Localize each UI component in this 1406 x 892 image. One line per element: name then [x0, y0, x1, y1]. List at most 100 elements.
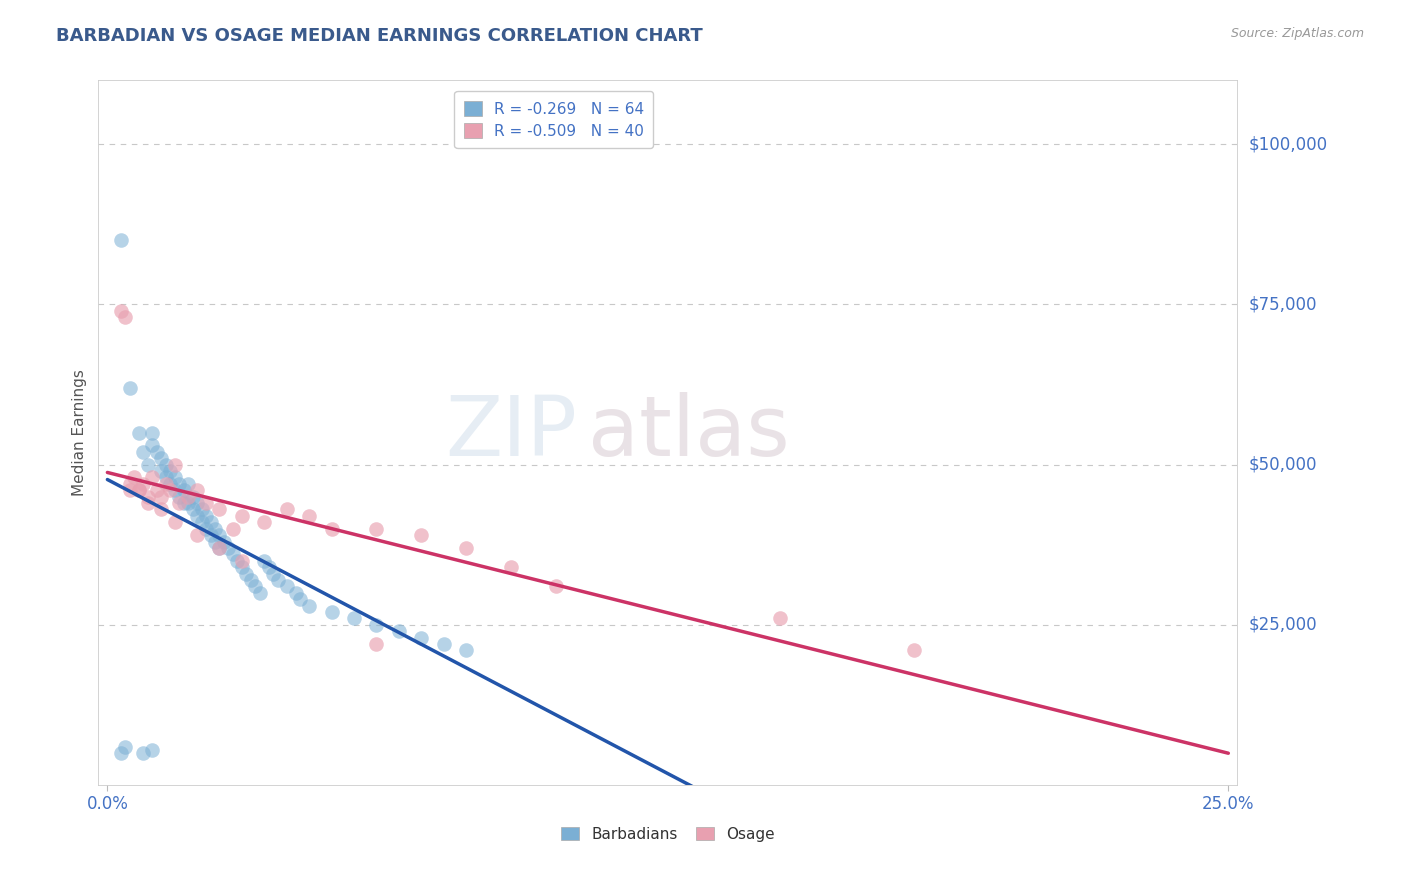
Point [124, 470, 146, 484]
Text: $75,000: $75,000 [1249, 295, 1317, 313]
Text: BARBADIAN VS OSAGE MEDIAN EARNINGS CORRELATION CHART: BARBADIAN VS OSAGE MEDIAN EARNINGS CORRE… [56, 27, 703, 45]
Point [186, 508, 208, 523]
Point [118, 381, 141, 395]
Point [132, 746, 155, 760]
Point [181, 502, 204, 516]
Point [173, 483, 195, 498]
Point [321, 605, 343, 619]
Point [366, 522, 388, 536]
Point [155, 470, 177, 484]
Point [177, 490, 200, 504]
Point [433, 637, 456, 651]
Point [454, 643, 477, 657]
Point [195, 522, 218, 536]
Text: $50,000: $50,000 [1249, 456, 1317, 474]
Point [159, 483, 181, 498]
Point [136, 496, 159, 510]
Point [208, 528, 231, 542]
Point [190, 516, 212, 530]
Point [163, 470, 186, 484]
Point [118, 476, 141, 491]
Point [155, 458, 177, 472]
Point [110, 304, 132, 318]
Point [195, 496, 218, 510]
Point [222, 547, 245, 561]
Point [114, 310, 136, 325]
Point [253, 516, 276, 530]
Legend: Barbadians, Osage: Barbadians, Osage [554, 821, 782, 847]
Text: Source: ZipAtlas.com: Source: ZipAtlas.com [1230, 27, 1364, 40]
Point [298, 508, 321, 523]
Point [145, 445, 167, 459]
Point [110, 746, 132, 760]
Point [217, 541, 239, 555]
Point [267, 573, 290, 587]
Point [222, 522, 245, 536]
Point [544, 579, 567, 593]
Point [411, 528, 433, 542]
Point [208, 541, 231, 555]
Point [145, 483, 167, 498]
Point [231, 508, 253, 523]
Point [110, 234, 132, 248]
Point [235, 566, 257, 581]
Point [136, 490, 159, 504]
Point [200, 528, 222, 542]
Point [177, 496, 200, 510]
Point [163, 458, 186, 472]
Point [298, 599, 321, 613]
Point [150, 464, 173, 478]
Point [499, 560, 522, 574]
Point [257, 560, 280, 574]
Point [231, 554, 253, 568]
Point [366, 617, 388, 632]
Point [118, 483, 141, 498]
Point [290, 592, 312, 607]
Point [173, 496, 195, 510]
Point [204, 534, 226, 549]
Point [141, 470, 163, 484]
Point [454, 541, 477, 555]
Point [249, 586, 271, 600]
Point [186, 528, 208, 542]
Point [155, 476, 177, 491]
Point [190, 502, 212, 516]
Point [141, 425, 163, 440]
Point [150, 451, 173, 466]
Point [167, 490, 190, 504]
Point [159, 476, 181, 491]
Point [245, 579, 267, 593]
Point [366, 637, 388, 651]
Point [167, 476, 190, 491]
Point [226, 554, 249, 568]
Point [276, 579, 298, 593]
Point [195, 508, 218, 523]
Point [163, 516, 186, 530]
Point [253, 554, 276, 568]
Point [212, 534, 235, 549]
Point [388, 624, 411, 639]
Point [186, 496, 208, 510]
Point [159, 464, 181, 478]
Point [903, 643, 925, 657]
Point [208, 502, 231, 516]
Text: atlas: atlas [588, 392, 790, 473]
Point [186, 483, 208, 498]
Point [284, 586, 307, 600]
Point [163, 483, 186, 498]
Point [769, 611, 792, 625]
Point [177, 476, 200, 491]
Point [231, 560, 253, 574]
Text: $100,000: $100,000 [1249, 136, 1327, 153]
Point [200, 516, 222, 530]
Point [262, 566, 284, 581]
Point [411, 631, 433, 645]
Point [136, 458, 159, 472]
Point [132, 476, 155, 491]
Point [128, 483, 150, 498]
Text: ZIP: ZIP [444, 392, 576, 473]
Point [128, 483, 150, 498]
Point [141, 742, 163, 756]
Y-axis label: Median Earnings: Median Earnings [72, 369, 87, 496]
Point [276, 502, 298, 516]
